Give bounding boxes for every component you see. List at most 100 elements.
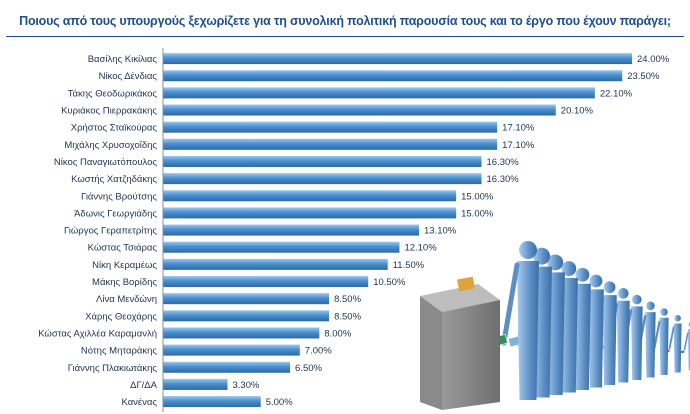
- voter-body: [687, 329, 690, 370]
- bar-18: [163, 344, 300, 356]
- voter-body: [645, 312, 656, 378]
- voter-head: [631, 294, 642, 305]
- bar-11: [163, 224, 419, 236]
- ballot-box: [420, 276, 500, 410]
- ballot-box-top: [420, 284, 500, 312]
- voter-body: [517, 261, 539, 400]
- value-label: 5.00%: [266, 397, 293, 408]
- voter-head: [660, 308, 668, 316]
- value-label: 20.10%: [561, 106, 594, 117]
- bar-7: [163, 155, 482, 167]
- category-label: Νίκος Δένδιας: [99, 71, 158, 82]
- voter-body: [673, 323, 682, 373]
- bar-14: [163, 276, 369, 288]
- value-label: 15.00%: [461, 208, 494, 219]
- bar-15: [163, 293, 330, 305]
- voter-head: [519, 241, 537, 259]
- bar-17: [163, 327, 320, 339]
- value-label: 8.00%: [324, 328, 351, 339]
- bar-13: [163, 258, 388, 270]
- voter-head: [603, 281, 616, 294]
- value-label: 6.50%: [295, 363, 322, 374]
- voter-body: [602, 295, 617, 385]
- value-label: 17.10%: [502, 140, 535, 151]
- category-label: Λίνα Μενδώνη: [96, 294, 157, 305]
- category-label: Νίκη Κεραμέως: [92, 260, 157, 271]
- category-label: Άδωνις Γεωργιάδης: [74, 208, 157, 219]
- value-label: 8.50%: [334, 294, 361, 305]
- voter-head: [674, 314, 681, 322]
- bar-20: [163, 378, 228, 390]
- title-divider: [6, 36, 684, 37]
- ballot-box-side: [420, 296, 442, 410]
- value-labels-group: 24.00% 23.50% 22.10% 20.10% 17.10% 17.10% 16.3…: [232, 54, 669, 408]
- bars-group: [163, 53, 632, 408]
- voter-arm: [683, 332, 689, 354]
- category-label: Μάκης Βορίδης: [92, 277, 157, 288]
- value-label: 10.50%: [373, 277, 406, 288]
- voter-body: [616, 300, 630, 383]
- value-label: 7.00%: [305, 346, 332, 357]
- bar-9: [163, 190, 457, 202]
- value-label: 22.10%: [600, 88, 633, 99]
- voter-body: [659, 317, 669, 375]
- value-label: 23.50%: [627, 71, 660, 82]
- voter-head: [589, 274, 603, 288]
- category-label: Κανένας: [121, 397, 157, 408]
- value-label: 15.00%: [461, 191, 494, 202]
- category-label: Κυριάκος Πιερρακάκης: [61, 106, 157, 117]
- category-label: Μιχάλης Χρυσοχοΐδης: [64, 140, 157, 151]
- category-label: Τάκης Θεοδωρικάκος: [68, 88, 158, 99]
- voter-head: [575, 267, 590, 282]
- bar-4: [163, 104, 556, 116]
- bar-16: [163, 310, 330, 322]
- bar-6: [163, 138, 498, 150]
- bar-8: [163, 173, 482, 185]
- value-label: 24.00%: [637, 54, 670, 65]
- voter-head: [533, 247, 551, 265]
- bar-12: [163, 241, 400, 253]
- value-label: 16.30%: [487, 157, 520, 168]
- value-label: 12.10%: [404, 243, 437, 254]
- bar-3: [163, 87, 595, 99]
- ballot-box-front: [442, 300, 500, 410]
- value-label: 16.30%: [487, 174, 520, 185]
- category-label: Γιώργος Γεραπετρίτης: [64, 226, 157, 237]
- category-label: Γιάννης Πλακιωτάκης: [68, 363, 158, 374]
- category-label: Κώστας Τσιάρας: [88, 243, 158, 254]
- category-label: Χάρης Θεοχάρης: [85, 311, 157, 322]
- bar-19: [163, 361, 291, 373]
- category-label: Κώστας Αχιλλέα Καραμανλή: [38, 328, 157, 339]
- value-label: 17.10%: [502, 123, 535, 134]
- voter-body: [630, 306, 643, 380]
- voter-head: [617, 288, 629, 299]
- category-label: Χρήστος Σταϊκούρας: [71, 123, 158, 134]
- category-label: Βασίλης Κικίλιας: [88, 54, 158, 65]
- bar-10: [163, 207, 457, 219]
- bar-21: [163, 396, 261, 408]
- value-label: 11.50%: [393, 260, 425, 271]
- bar-2: [163, 70, 623, 82]
- category-label: Κωστής Χατζηδάκης: [71, 174, 157, 185]
- envelope-in-slot: [457, 276, 475, 292]
- bar-5: [163, 121, 498, 133]
- value-label: 13.10%: [424, 226, 457, 237]
- chart-title: Ποιους από τους υπουργούς ξεχωρίζετε για…: [19, 14, 671, 28]
- value-label: 8.50%: [334, 311, 361, 322]
- category-label: ΔΓ/ΔΑ: [130, 380, 158, 391]
- voter-arm: [501, 262, 520, 346]
- category-label: Νίκος Παναγιωτόπουλος: [54, 157, 158, 168]
- voter-body: [588, 289, 604, 388]
- bar-1: [163, 53, 632, 65]
- category-label: Γιάννης Βρούτσης: [81, 191, 157, 202]
- category-labels-group: Βασίλης Κικίλιας Νίκος Δένδιας Τάκης Θεοδω…: [38, 54, 157, 408]
- voter-figure: [680, 321, 690, 370]
- voter-body: [573, 283, 591, 390]
- voter-head: [561, 261, 577, 277]
- value-label: 3.30%: [232, 380, 259, 391]
- voter-arm: [667, 326, 675, 353]
- voter-head: [547, 254, 564, 271]
- category-label: Νότης Μηταράκης: [81, 346, 158, 357]
